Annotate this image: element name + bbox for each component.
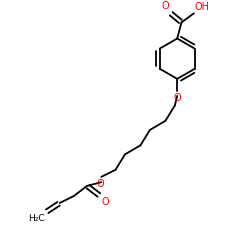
Text: O: O: [101, 197, 109, 207]
Text: O: O: [96, 179, 104, 189]
Text: O: O: [174, 93, 181, 103]
Text: OH: OH: [194, 2, 209, 12]
Text: O: O: [162, 2, 169, 12]
Text: H₂C: H₂C: [28, 214, 44, 223]
